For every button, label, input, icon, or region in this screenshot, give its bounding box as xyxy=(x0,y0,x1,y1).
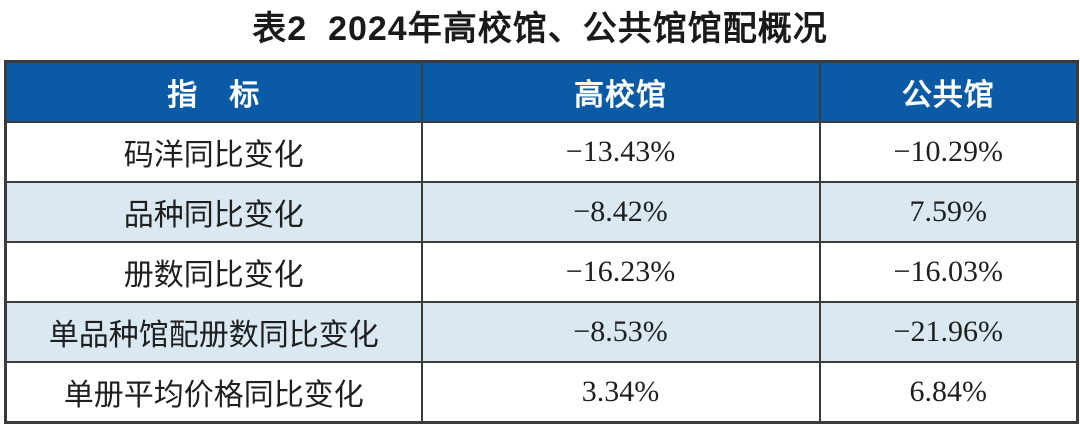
university-value-cell: −16.23% xyxy=(420,241,821,303)
header-cell-indicator: 指 标 xyxy=(4,60,423,123)
indicator-cell: 册数同比变化 xyxy=(4,241,423,303)
public-value-cell: −16.03% xyxy=(818,241,1079,303)
public-value-cell: 7.59% xyxy=(818,181,1079,243)
table-row: 码洋同比变化 −13.43% −10.29% xyxy=(4,121,1079,183)
table-row: 单册平均价格同比变化 3.34% 6.84% xyxy=(4,361,1079,424)
table-row: 册数同比变化 −16.23% −16.03% xyxy=(4,241,1079,303)
table-row: 单品种馆配册数同比变化 −8.53% −21.96% xyxy=(4,301,1079,363)
header-cell-public-library: 公共馆 xyxy=(818,60,1079,123)
indicator-cell: 单册平均价格同比变化 xyxy=(4,361,423,424)
table-row: 品种同比变化 −8.42% 7.59% xyxy=(4,181,1079,243)
university-value-cell: −8.53% xyxy=(420,301,821,363)
header-cell-university-library: 高校馆 xyxy=(420,60,821,123)
public-value-cell: 6.84% xyxy=(818,361,1079,424)
public-value-cell: −21.96% xyxy=(818,301,1079,363)
indicator-cell: 品种同比变化 xyxy=(4,181,423,243)
table-caption: 表2 2024年高校馆、公共馆馆配概况 xyxy=(252,10,828,48)
university-value-cell: −8.42% xyxy=(420,181,821,243)
university-value-cell: −13.43% xyxy=(420,121,821,183)
public-value-cell: −10.29% xyxy=(818,121,1079,183)
indicator-cell: 单品种馆配册数同比变化 xyxy=(4,301,423,363)
indicator-cell: 码洋同比变化 xyxy=(4,121,423,183)
table-header-row: 指 标 高校馆 公共馆 xyxy=(4,60,1079,123)
library-allocation-table: 指 标 高校馆 公共馆 码洋同比变化 −13.43% −10.29% 品种同比变… xyxy=(4,60,1079,424)
university-value-cell: 3.34% xyxy=(420,361,821,424)
